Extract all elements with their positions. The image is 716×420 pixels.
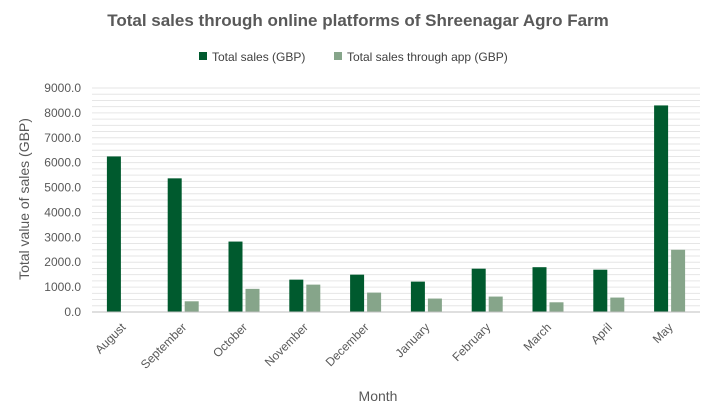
y-tick-label: 5000.0: [44, 181, 81, 195]
bar-app-sales: [488, 296, 503, 312]
x-tick-label: February: [449, 320, 493, 364]
bar-total-sales: [228, 241, 243, 312]
y-tick-label: 7000.0: [44, 131, 81, 145]
bar-app-sales: [427, 298, 442, 312]
bar-app-sales: [306, 284, 321, 312]
bars: [106, 105, 686, 312]
bar-total-sales: [106, 156, 121, 312]
legend: Total sales (GBP) Total sales through ap…: [199, 50, 508, 64]
legend-swatch-app-sales: [334, 52, 342, 60]
y-tick-label: 9000.0: [44, 81, 81, 95]
chart-title: Total sales through online platforms of …: [107, 11, 609, 30]
x-tick-label: September: [138, 320, 189, 371]
x-axis-ticks: August September October November December Ja…: [92, 320, 676, 372]
x-tick-label: May: [650, 320, 676, 346]
bar-app-sales: [184, 301, 199, 312]
x-tick-label: November: [262, 320, 311, 369]
legend-label-app-sales: Total sales through app (GBP): [347, 50, 508, 64]
bar-total-sales: [471, 268, 486, 312]
y-tick-label: 4000.0: [44, 205, 81, 219]
bar-total-sales: [593, 269, 608, 312]
bar-total-sales: [654, 105, 669, 312]
x-tick-label: April: [588, 320, 615, 347]
y-tick-label: 1000.0: [44, 280, 81, 294]
bar-app-sales: [610, 297, 625, 312]
bar-app-sales: [671, 249, 686, 312]
gridlines: [92, 87, 700, 313]
x-tick-label: December: [323, 320, 372, 369]
bar-total-sales: [350, 274, 365, 312]
x-tick-label: August: [92, 320, 129, 357]
legend-swatch-total-sales: [199, 52, 207, 60]
y-tick-label: 6000.0: [44, 156, 81, 170]
legend-label-total-sales: Total sales (GBP): [212, 50, 305, 64]
y-axis-ticks: 0.0 1000.0 2000.0 3000.0 4000.0 5000.0 6000.0 7…: [44, 81, 81, 319]
y-tick-label: 0.0: [64, 305, 81, 319]
x-tick-label: October: [210, 320, 250, 360]
x-tick-label: January: [392, 320, 432, 360]
bar-app-sales: [549, 302, 564, 312]
y-tick-label: 3000.0: [44, 230, 81, 244]
bar-total-sales: [532, 267, 547, 312]
bar-total-sales: [410, 281, 425, 312]
x-tick-label: March: [521, 320, 554, 353]
bar-app-sales: [367, 292, 382, 312]
bar-total-sales: [167, 178, 182, 312]
y-tick-label: 2000.0: [44, 255, 81, 269]
y-tick-label: 8000.0: [44, 106, 81, 120]
y-axis-title: Total value of sales (GBP): [16, 118, 32, 280]
x-axis-title: Month: [359, 388, 398, 404]
bar-total-sales: [289, 279, 304, 312]
bar-app-sales: [245, 288, 260, 312]
